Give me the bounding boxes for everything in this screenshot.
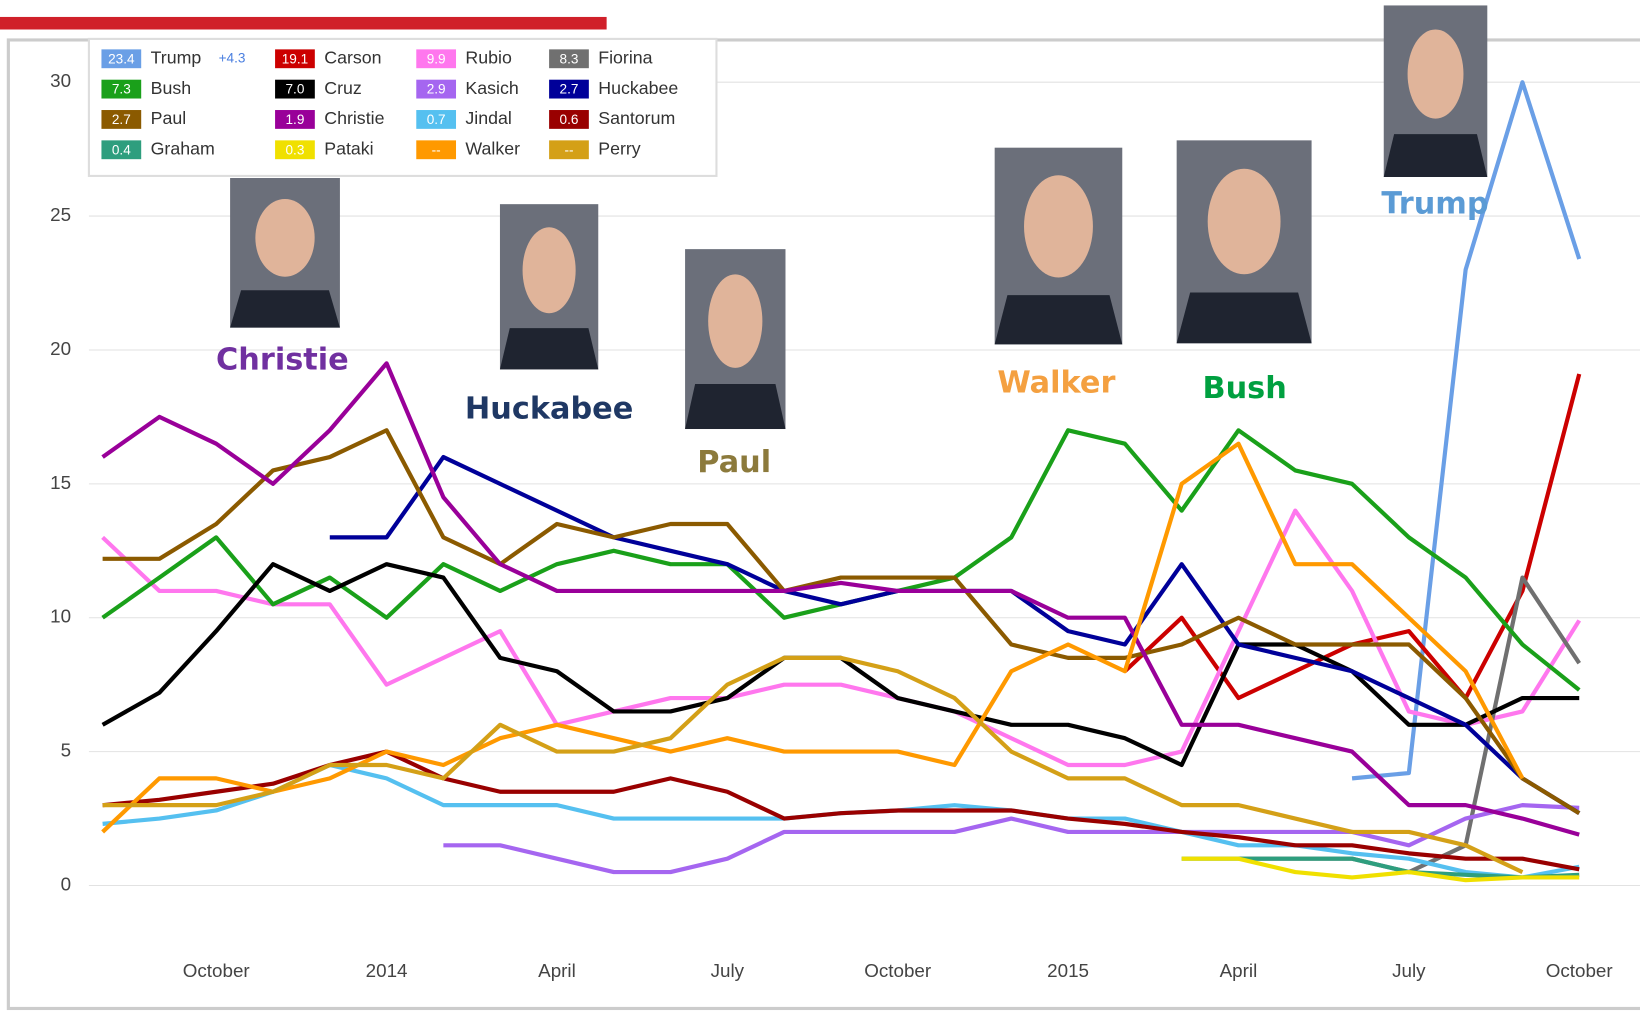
photo-face: [255, 198, 315, 277]
y-tick-label: 5: [61, 740, 71, 761]
legend-value: 0.3: [286, 142, 305, 157]
y-tick-label: 30: [50, 70, 71, 91]
legend-value: --: [564, 142, 573, 157]
legend-change: +4.3: [219, 50, 246, 65]
x-tick-label: April: [1220, 960, 1258, 981]
x-tick-label: October: [183, 960, 250, 981]
legend-value: 2.7: [560, 82, 579, 97]
photo-face: [522, 227, 576, 314]
legend-swatch: [549, 140, 589, 160]
photo-face: [1407, 29, 1464, 119]
legend-value: 0.6: [560, 112, 579, 127]
legend-label: Walker: [465, 138, 520, 158]
photo-face: [708, 274, 763, 368]
annotation: Christie: [216, 343, 349, 378]
legend-swatch: [101, 79, 142, 99]
legend-value: 7.0: [286, 82, 305, 97]
legend-value: 9.9: [427, 51, 446, 66]
legend-label: Trump: [151, 47, 202, 67]
photo-suit: [994, 295, 1123, 345]
y-tick-label: 0: [61, 873, 71, 894]
x-tick-label: 2014: [366, 960, 408, 981]
legend-value: 8.3: [560, 51, 579, 66]
series-line: [102, 749, 1580, 872]
series-line: [1181, 856, 1580, 883]
series-line: [102, 428, 1581, 815]
legend-swatch: [549, 79, 589, 99]
y-tick-label: 15: [50, 472, 71, 493]
x-tick-label: October: [864, 960, 931, 981]
legend-swatch: [101, 49, 142, 69]
legend-swatch: [416, 110, 457, 129]
legend-swatch: [101, 140, 142, 160]
annotation: Trump: [1381, 187, 1488, 222]
legend-value: 23.4: [108, 51, 135, 66]
legend-label: Rubio: [465, 47, 512, 67]
legend-swatch: [416, 79, 457, 99]
legend-value: 1.9: [286, 112, 305, 127]
series-line: [1351, 80, 1582, 781]
legend-swatch: [416, 140, 457, 160]
legend-swatch: [275, 49, 315, 69]
series-line: [101, 361, 1580, 837]
photo-suit: [1176, 292, 1312, 344]
legend-value: --: [432, 142, 441, 157]
legend-label: Perry: [598, 138, 641, 158]
legend-label: Cruz: [324, 78, 362, 98]
x-tick-label: 2015: [1047, 960, 1089, 981]
annotation: Huckabee: [465, 392, 633, 427]
header-bar: [0, 16, 607, 30]
photo-suit: [499, 328, 599, 370]
photo-face: [1024, 175, 1093, 278]
annotation: Bush: [1202, 371, 1286, 406]
legend-label: Bush: [151, 78, 192, 98]
photo-suit: [230, 290, 340, 328]
legend-label: Graham: [151, 138, 215, 158]
series-line: [443, 803, 1580, 875]
legend-swatch: [549, 49, 589, 69]
legend-value: 0.4: [112, 142, 131, 157]
legend-label: Huckabee: [598, 78, 678, 98]
legend-value: 2.9: [427, 82, 446, 97]
y-tick-label: 20: [50, 338, 71, 359]
legend-label: Santorum: [598, 108, 675, 128]
legend-label: Carson: [324, 47, 381, 67]
legend-swatch: [549, 110, 589, 129]
legend-swatch: [416, 49, 457, 69]
y-tick-label: 10: [50, 606, 71, 627]
x-tick-label: July: [1392, 960, 1426, 981]
y-tick-label: 25: [50, 204, 71, 225]
legend-value: 0.7: [427, 112, 446, 127]
photo-face: [1207, 168, 1281, 275]
legend-value: 2.7: [112, 112, 131, 127]
legend-box: [87, 37, 718, 177]
x-tick-label: April: [538, 960, 576, 981]
legend-label: Pataki: [324, 138, 373, 158]
legend-swatch: [275, 110, 315, 129]
legend-swatch: [101, 110, 142, 129]
legend-value: 7.3: [112, 82, 131, 97]
legend-label: Kasich: [465, 78, 518, 98]
x-tick-label: July: [711, 960, 745, 981]
legend-label: Fiorina: [598, 47, 652, 67]
photo-suit: [685, 384, 786, 430]
legend-swatch: [275, 140, 315, 160]
x-tick-label: October: [1546, 960, 1613, 981]
photo-suit: [1383, 134, 1488, 177]
series-line: [101, 441, 1525, 834]
annotation: Walker: [997, 366, 1115, 401]
legend-swatch: [275, 79, 315, 99]
annotation: Paul: [697, 445, 771, 480]
legend-label: Jindal: [465, 108, 511, 128]
series-line: [102, 655, 1524, 874]
legend-label: Christie: [324, 108, 384, 128]
legend-label: Paul: [151, 108, 187, 128]
legend-value: 19.1: [282, 51, 308, 66]
